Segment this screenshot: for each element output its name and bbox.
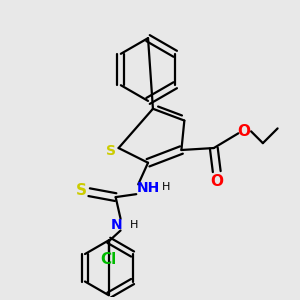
Text: Cl: Cl [101, 252, 117, 267]
Text: N: N [111, 218, 122, 232]
Text: O: O [238, 124, 251, 139]
Text: O: O [210, 174, 223, 189]
Text: H: H [161, 182, 170, 192]
Text: S: S [106, 144, 116, 158]
Text: H: H [130, 220, 139, 230]
Text: S: S [76, 183, 87, 198]
Text: NH: NH [136, 181, 160, 195]
